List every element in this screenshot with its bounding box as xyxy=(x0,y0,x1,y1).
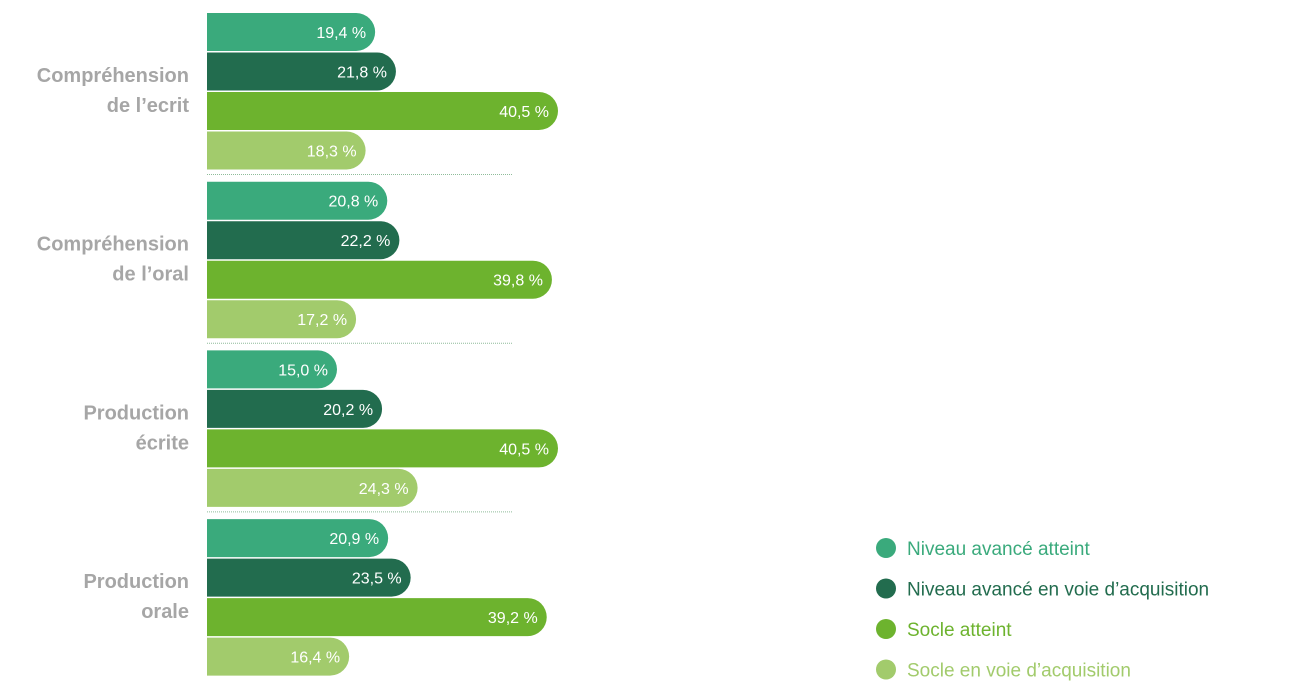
bars-layer: 19,4 % 21,8 % 40,5 % 18,3 % 20,8 % 22,2 % 39,8… xyxy=(207,13,558,676)
data-label: 20,8 % xyxy=(328,194,378,211)
legend-label: Socle atteint xyxy=(907,620,1012,641)
legend-marker xyxy=(876,659,896,680)
category-label: de l’oral xyxy=(112,264,189,286)
bar xyxy=(207,300,357,339)
data-label: 21,8 % xyxy=(337,65,387,82)
bar xyxy=(207,131,366,170)
legend-label: Socle en voie d’acquisition xyxy=(907,661,1131,682)
data-label: 20,2 % xyxy=(323,402,373,419)
data-label: 22,2 % xyxy=(341,233,391,250)
data-label: 16,4 % xyxy=(290,650,340,667)
bar xyxy=(207,519,389,558)
bar xyxy=(207,429,558,468)
bar xyxy=(207,637,350,676)
bar xyxy=(207,350,337,389)
category-labels: Compréhension de l’ecrit Compréhension de l… xyxy=(37,65,190,623)
category-label: Compréhension xyxy=(37,65,189,87)
bar xyxy=(207,221,400,260)
data-label: 15,0 % xyxy=(278,362,328,379)
category-label: Production xyxy=(83,402,189,424)
bar xyxy=(207,558,411,597)
category-label: Production xyxy=(83,571,189,593)
legend: Niveau avancé atteint Niveau avancé en vo… xyxy=(876,538,1209,682)
data-label: 24,3 % xyxy=(359,481,409,498)
bar xyxy=(207,389,383,428)
bar xyxy=(207,52,396,91)
data-label: 23,5 % xyxy=(352,571,402,588)
bar xyxy=(207,181,388,220)
bar xyxy=(207,260,552,299)
data-label: 20,9 % xyxy=(329,531,379,548)
category-label: de l’ecrit xyxy=(107,95,190,117)
category-label: Compréhension xyxy=(37,234,189,256)
legend-label: Niveau avancé atteint xyxy=(907,539,1090,560)
legend-marker xyxy=(876,619,896,639)
category-label: orale xyxy=(141,601,189,623)
group-dividers xyxy=(207,174,512,513)
legend-label: Niveau avancé en voie d’acquisition xyxy=(907,580,1209,601)
data-label: 40,5 % xyxy=(499,104,549,121)
data-label: 17,2 % xyxy=(297,312,347,329)
category-label: écrite xyxy=(136,432,189,454)
bar xyxy=(207,13,376,51)
bar xyxy=(207,598,547,637)
data-label: 39,2 % xyxy=(488,610,538,627)
legend-marker xyxy=(876,538,896,558)
bar xyxy=(207,468,418,507)
legend-marker xyxy=(876,578,896,599)
data-label: 40,5 % xyxy=(499,441,549,458)
bar xyxy=(207,92,558,130)
data-label: 39,8 % xyxy=(493,273,543,290)
data-label: 18,3 % xyxy=(307,144,357,161)
data-label: 19,4 % xyxy=(316,25,366,42)
